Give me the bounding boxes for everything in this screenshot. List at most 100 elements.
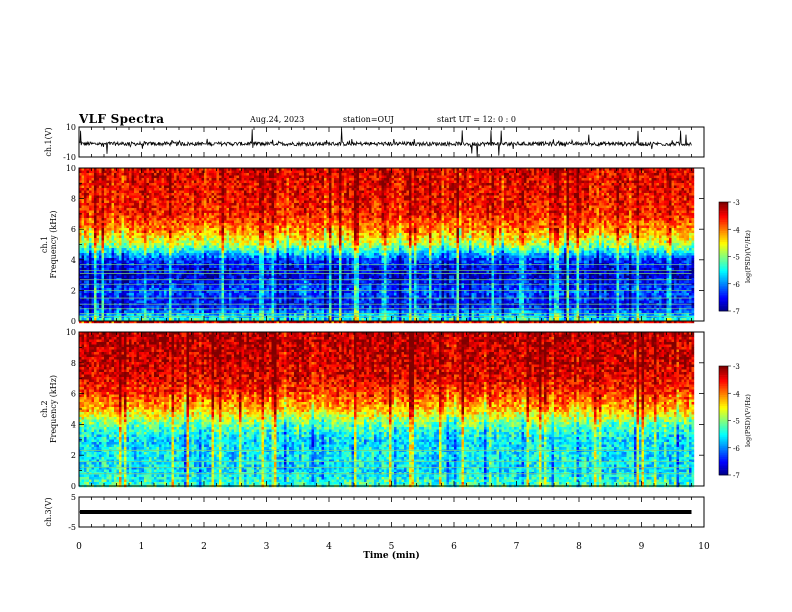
spectrogram-cell <box>271 250 275 254</box>
spectrogram-cell <box>271 213 275 216</box>
spectrogram-cell <box>234 215 237 219</box>
spectrogram-cell <box>181 223 185 226</box>
spectrogram-cell <box>229 175 232 179</box>
spectrogram-cell <box>99 200 102 204</box>
spectrogram-cell <box>139 235 142 239</box>
spectrogram-cell <box>79 253 82 256</box>
spectrogram-cell <box>179 225 182 229</box>
spectrogram-cell <box>229 213 232 216</box>
spectrogram-cell <box>126 240 130 244</box>
spectrogram-cell <box>254 318 257 321</box>
spectrogram-cell <box>196 195 200 199</box>
spectrogram-cell <box>201 240 205 244</box>
spectrogram-cell <box>236 300 240 304</box>
spectrogram-cell <box>141 215 145 219</box>
spectrogram-cell <box>241 223 245 226</box>
spectrogram-cell <box>271 220 275 224</box>
spectrogram-cell <box>141 288 145 291</box>
spectrogram-cell <box>246 205 250 209</box>
spectrogram-cell <box>271 320 275 324</box>
spectrogram-cell <box>189 298 192 301</box>
spectrogram-cell <box>169 168 172 171</box>
spectrogram-cell <box>199 265 202 269</box>
spectrogram-cell <box>121 230 125 234</box>
spectrogram-cell <box>109 208 112 211</box>
spectrogram-cell <box>169 190 172 194</box>
spectrogram-cell <box>261 293 265 296</box>
spectrogram-cell <box>219 228 222 231</box>
spectrogram-cell <box>181 190 185 194</box>
spectrogram-cell <box>176 260 180 264</box>
spectrogram-cell <box>179 308 182 311</box>
spectrogram-cell <box>241 280 245 284</box>
spectrogram-cell <box>264 300 267 304</box>
spectrogram-cell <box>181 285 185 289</box>
spectrogram-cell <box>236 245 240 249</box>
spectrogram-cell <box>226 255 230 259</box>
spectrogram-cell <box>96 313 100 316</box>
spectrogram-cell <box>179 178 182 181</box>
spectrogram-cell <box>176 195 180 199</box>
spectrogram-cell <box>156 210 160 214</box>
spectrogram-cell <box>179 193 182 196</box>
spectrogram-cell <box>196 175 200 179</box>
spectrogram-cell <box>264 215 267 219</box>
spectrogram-cell <box>159 315 162 319</box>
spectrogram-cell <box>236 223 240 226</box>
spectrogram-cell <box>201 178 205 181</box>
spectrogram-cell <box>109 173 112 176</box>
spectrogram-cell <box>236 268 240 271</box>
spectrogram-cell <box>254 260 257 264</box>
spectrogram-cell <box>151 235 155 239</box>
spectrogram-cell <box>201 213 205 216</box>
spectrogram-cell <box>271 210 275 214</box>
spectrogram-cell <box>229 310 232 314</box>
spectrogram-cell <box>241 218 245 221</box>
spectrogram-cell <box>154 270 157 274</box>
spectrogram-cell <box>169 218 172 221</box>
spectrogram-cell <box>144 290 147 294</box>
spectrogram-cell <box>171 215 175 219</box>
spectrogram-cell <box>81 240 85 244</box>
spectrogram-cell <box>109 313 112 316</box>
spectrogram-cell <box>249 198 252 201</box>
spectrogram-cell <box>131 180 135 184</box>
spectrogram-cell <box>249 195 252 199</box>
spectrogram-cell <box>146 245 150 249</box>
spectrogram-cell <box>264 200 267 204</box>
spectrogram-cell <box>129 200 132 204</box>
spectrogram-cell <box>226 290 230 294</box>
spectrogram-cell <box>131 225 135 229</box>
spectrogram-cell <box>161 320 165 324</box>
spectrogram-cell <box>161 190 165 194</box>
spectrogram-cell <box>196 205 200 209</box>
spectrogram-cell <box>269 238 272 241</box>
spectrogram-cell <box>146 203 150 206</box>
spectrogram-cell <box>174 260 177 264</box>
spectrogram-cell <box>236 313 240 316</box>
spectrogram-cell <box>194 203 197 206</box>
spectrogram-cell <box>234 243 237 246</box>
spectrogram-cell <box>146 223 150 226</box>
spectrogram-cell <box>121 295 125 299</box>
spectrogram-cell <box>161 245 165 249</box>
spectrogram-cell <box>151 185 155 189</box>
spectrogram-cell <box>186 320 190 324</box>
spectrogram-cell <box>271 300 275 304</box>
spectrogram-cell <box>201 288 205 291</box>
spectrogram-cell <box>126 193 130 196</box>
spectrogram-cell <box>134 275 137 279</box>
spectrogram-cell <box>79 265 82 269</box>
spectrogram-cell <box>274 170 277 174</box>
spectrogram-cell <box>106 223 110 226</box>
spectrogram-cell <box>119 295 122 299</box>
spectrogram-cell <box>169 250 172 254</box>
spectrogram-cell <box>251 198 255 201</box>
spectrogram-cell <box>259 190 262 194</box>
spectrogram-cell <box>101 305 105 309</box>
spectrogram-cell <box>194 258 197 261</box>
spectrogram-cell <box>261 173 265 176</box>
spectrogram-cell <box>159 205 162 209</box>
spectrogram-cell <box>136 320 140 324</box>
